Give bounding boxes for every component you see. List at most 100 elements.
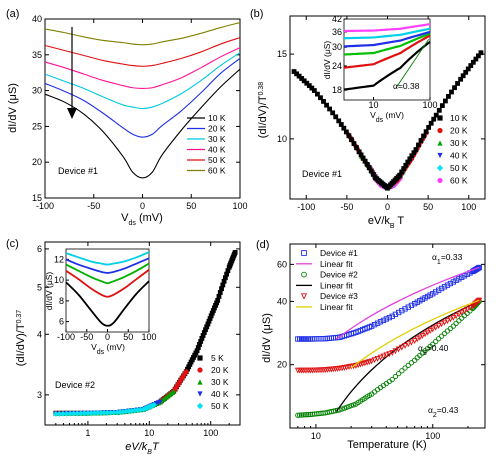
c-inset-y-tick-label: 12 (54, 254, 64, 264)
c-legend-entry: 50 K (211, 401, 229, 411)
c-data-point (60, 410, 66, 417)
b-data-point (397, 172, 403, 178)
label-part: α (432, 252, 437, 262)
a-legend-entry: 40 K (208, 145, 226, 155)
d-data-point (341, 405, 348, 411)
d-data-point (405, 304, 411, 310)
d-data-point (447, 325, 454, 332)
b-data-point (294, 71, 300, 77)
c-y-axis-label: (dI/dV)/T0.37 (15, 310, 27, 367)
d-data-point (456, 318, 462, 324)
b-inset-y-tick-label: 18 (332, 85, 342, 95)
b-data-point (354, 145, 359, 151)
b-data-point (338, 122, 344, 127)
tail: =0.40 (427, 343, 449, 353)
c-data-point (81, 410, 88, 417)
label-part: α (428, 405, 433, 415)
d-data-point (408, 339, 415, 346)
b-legend-marker (437, 115, 443, 121)
d-data-point (369, 323, 375, 329)
d-data-point (464, 306, 471, 313)
d-alpha-annotation: α3=0.40 (418, 343, 449, 357)
b-data-point (433, 112, 439, 118)
c-data-point (203, 327, 208, 333)
d-data-point (300, 412, 306, 418)
b-data-point (401, 166, 407, 171)
label-part: 1 (437, 259, 441, 266)
b-data-point (431, 116, 437, 122)
c-inset-curve (65, 257, 150, 274)
a-x-tick-label: 50 (186, 201, 196, 211)
c-data-point (101, 409, 108, 416)
d-legend-entry: Device #2 (320, 270, 358, 280)
d-data-point (348, 403, 354, 409)
a-x-tick-label: 0 (140, 201, 145, 211)
d-data-point (444, 328, 451, 334)
c-data-point (214, 300, 220, 306)
c-inset-curve (65, 251, 150, 266)
d-legend-entry: Device #3 (320, 291, 358, 301)
b-data-point (291, 69, 297, 74)
d-data-point (380, 353, 387, 360)
label-part: V (91, 342, 97, 352)
d-data-point (435, 336, 442, 342)
b-data-point (333, 114, 339, 120)
d-data-point (453, 313, 460, 320)
label-part: 3 (423, 350, 427, 357)
d-legend-marker (301, 250, 307, 256)
d-data-point (433, 338, 439, 345)
d-alpha-annotation: α1=0.33 (432, 252, 463, 266)
b-data-point (428, 120, 434, 126)
c-data-point (221, 278, 227, 284)
b-inset-y-label: dI/dV (μS) (322, 41, 332, 80)
b-inset-x-label: Vds (mV) (370, 110, 404, 124)
a-legend-entry: 10 K (208, 113, 226, 123)
c-legend-marker (197, 355, 203, 361)
a-x-tick-label: -50 (87, 201, 100, 211)
d-data-point (408, 302, 415, 309)
a-legend-entry: 50 K (208, 155, 226, 165)
b-inset-curve (343, 40, 431, 91)
d-data-point (441, 284, 448, 290)
c-inset-x-tick-label: 50 (123, 332, 133, 342)
d-data-point (371, 322, 378, 328)
c-data-point (94, 410, 101, 416)
d-x-tick-label: 10 (311, 431, 321, 441)
d-data-point (302, 412, 308, 418)
b-data-point (426, 125, 432, 130)
b-data-point (473, 56, 479, 62)
d-data-point (383, 352, 390, 359)
d-data-point (453, 277, 459, 284)
a-device-label: Device #1 (58, 166, 98, 176)
d-data-point (395, 370, 402, 377)
c-data-point (128, 407, 135, 414)
c-y-tick-label: 5 (37, 282, 42, 292)
c-y-tick-label: 4 (37, 329, 42, 339)
c-data-point (88, 410, 95, 417)
d-data-point (447, 280, 454, 287)
c-data-point (213, 302, 218, 308)
a-x-axis-label: Vds (mV) (121, 212, 163, 227)
label-part: (dI/dV)/T (257, 95, 269, 138)
d-data-point (450, 279, 456, 285)
a-series-line (44, 52, 241, 110)
d-data-point (414, 336, 421, 343)
d-data-point (455, 311, 462, 318)
b-inset-y-tick-label: 30 (332, 42, 342, 52)
d-data-point (438, 321, 445, 328)
unit: (mV) (104, 342, 125, 352)
b-data-point (478, 50, 484, 56)
c-data-point (217, 290, 223, 295)
d-data-point (380, 317, 387, 324)
d-data-point (402, 343, 408, 349)
d-x-axis-label: Temperature (K) (347, 439, 426, 451)
c-data-point (208, 313, 214, 319)
c-inset-x-tick-label: 0 (105, 332, 110, 342)
c-data-point (206, 318, 212, 324)
c-data-point (171, 388, 177, 394)
d-legend-entry: Device #1 (320, 248, 358, 258)
c-data-point (185, 366, 190, 372)
a-y-tick-label: 40 (32, 14, 42, 24)
d-data-point (389, 376, 395, 383)
